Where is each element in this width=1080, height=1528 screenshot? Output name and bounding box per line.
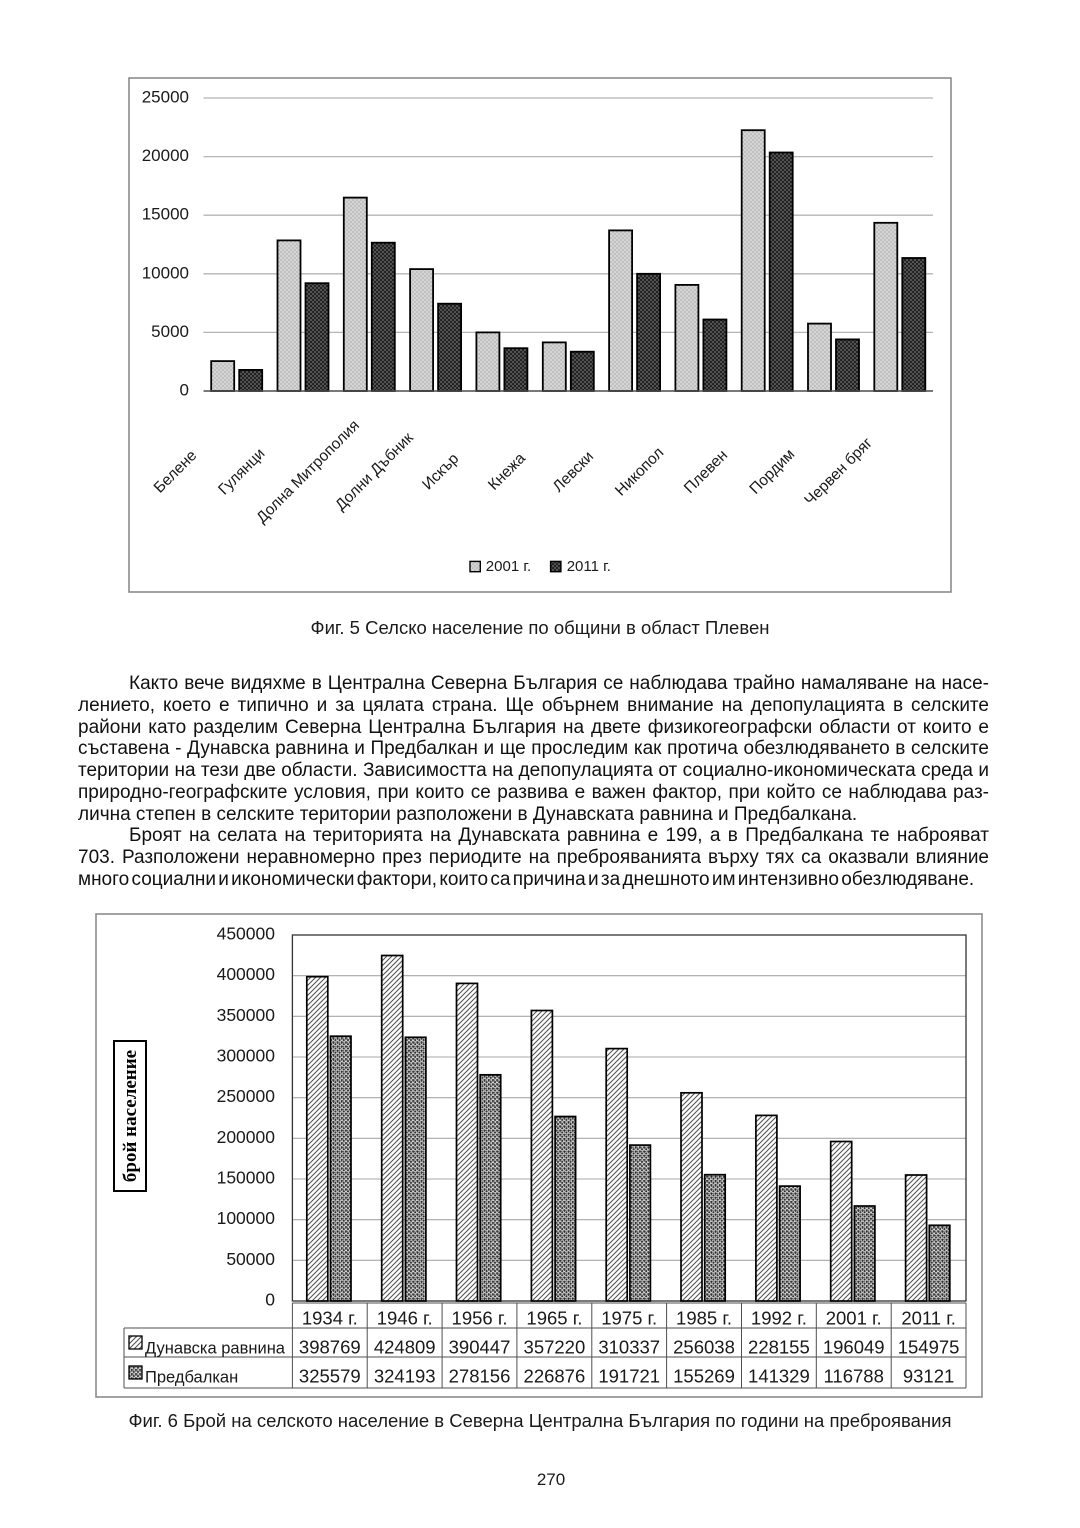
svg-text:0: 0 — [180, 381, 189, 400]
svg-text:100000: 100000 — [217, 1208, 276, 1228]
svg-text:325579: 325579 — [299, 1366, 361, 1387]
svg-text:310337: 310337 — [598, 1337, 660, 1358]
svg-text:155269: 155269 — [673, 1366, 735, 1387]
svg-text:200000: 200000 — [217, 1127, 276, 1147]
svg-text:154975: 154975 — [898, 1337, 960, 1358]
svg-text:5000: 5000 — [151, 322, 189, 341]
svg-text:20000: 20000 — [142, 146, 189, 165]
svg-text:1992 г.: 1992 г. — [751, 1308, 807, 1329]
svg-text:Предбалкан: Предбалкан — [145, 1369, 238, 1387]
svg-text:15000: 15000 — [142, 205, 189, 224]
svg-text:1965 г.: 1965 г. — [526, 1308, 582, 1329]
svg-text:250000: 250000 — [217, 1086, 276, 1106]
svg-text:1934 г.: 1934 г. — [302, 1308, 358, 1329]
svg-text:93121: 93121 — [903, 1366, 954, 1387]
svg-text:2011 г.: 2011 г. — [901, 1308, 956, 1329]
svg-text:398769: 398769 — [299, 1337, 361, 1358]
svg-text:424809: 424809 — [374, 1337, 436, 1358]
svg-text:2001 г.: 2001 г. — [486, 558, 531, 575]
svg-text:1975 г.: 1975 г. — [601, 1308, 657, 1329]
svg-text:350000: 350000 — [217, 1005, 276, 1025]
svg-text:1985 г.: 1985 г. — [676, 1308, 732, 1329]
svg-text:50000: 50000 — [226, 1249, 275, 1269]
svg-text:116788: 116788 — [824, 1366, 884, 1387]
svg-text:400000: 400000 — [217, 964, 276, 984]
svg-text:25000: 25000 — [142, 88, 189, 107]
svg-text:196049: 196049 — [823, 1337, 885, 1358]
svg-text:10000: 10000 — [142, 263, 189, 282]
svg-text:226876: 226876 — [524, 1366, 586, 1387]
svg-text:2011 г.: 2011 г. — [567, 558, 611, 575]
svg-text:256038: 256038 — [673, 1337, 735, 1358]
svg-text:Дунавска равнина: Дунавска равнина — [145, 1340, 286, 1358]
svg-text:390447: 390447 — [449, 1337, 511, 1358]
svg-text:450000: 450000 — [217, 924, 276, 944]
svg-text:300000: 300000 — [217, 1046, 276, 1066]
svg-text:брой население: брой население — [120, 1050, 141, 1182]
svg-text:357220: 357220 — [524, 1337, 586, 1358]
svg-text:150000: 150000 — [217, 1168, 276, 1188]
svg-text:191721: 191721 — [598, 1366, 660, 1387]
svg-text:141329: 141329 — [748, 1366, 810, 1387]
svg-text:2001 г.: 2001 г. — [826, 1308, 882, 1329]
svg-text:1956 г.: 1956 г. — [452, 1308, 508, 1329]
svg-text:0: 0 — [265, 1290, 275, 1310]
svg-text:228155: 228155 — [748, 1337, 810, 1358]
svg-text:1946 г.: 1946 г. — [377, 1308, 433, 1329]
svg-text:278156: 278156 — [449, 1366, 511, 1387]
svg-text:324193: 324193 — [374, 1366, 436, 1387]
